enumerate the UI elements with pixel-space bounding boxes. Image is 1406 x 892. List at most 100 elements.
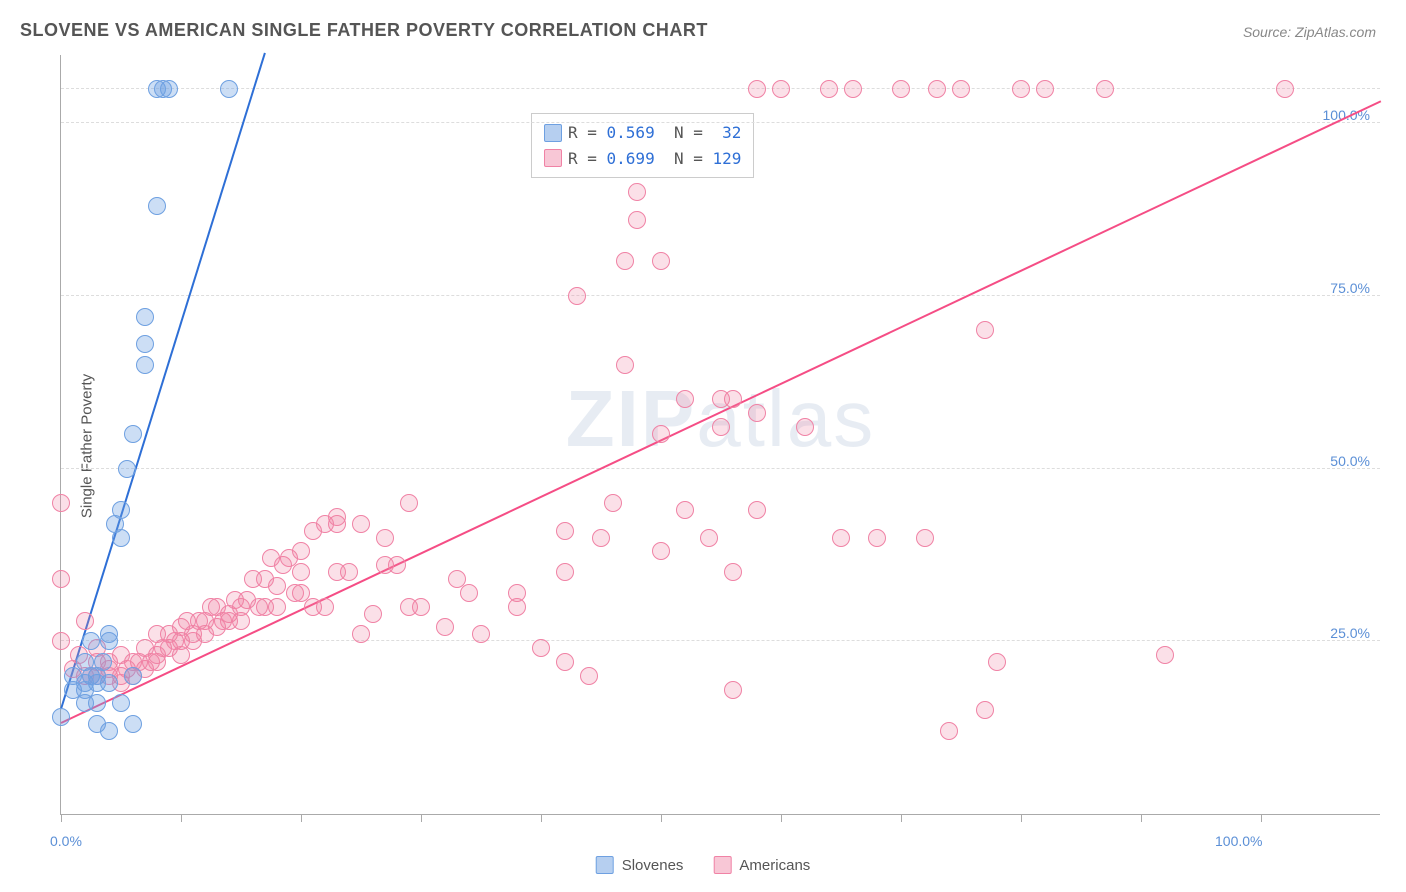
data-point bbox=[976, 701, 994, 719]
legend-item-slovenes: Slovenes bbox=[596, 856, 684, 874]
data-point bbox=[628, 183, 646, 201]
data-point bbox=[436, 618, 454, 636]
data-point bbox=[844, 80, 862, 98]
data-point bbox=[1096, 80, 1114, 98]
data-point bbox=[124, 425, 142, 443]
data-point bbox=[1012, 80, 1030, 98]
x-tick bbox=[61, 814, 62, 822]
swatch-blue-icon bbox=[544, 124, 562, 142]
data-point bbox=[376, 529, 394, 547]
x-tick bbox=[541, 814, 542, 822]
data-point bbox=[952, 80, 970, 98]
legend-text: R = 0.569 N = 32 bbox=[568, 120, 741, 146]
swatch-blue-icon bbox=[596, 856, 614, 874]
data-point bbox=[340, 563, 358, 581]
data-point bbox=[928, 80, 946, 98]
data-point bbox=[616, 252, 634, 270]
data-point bbox=[628, 211, 646, 229]
data-point bbox=[268, 577, 286, 595]
data-point bbox=[700, 529, 718, 547]
legend-row-slovenes: R = 0.569 N = 32 bbox=[544, 120, 741, 146]
r-value: 0.699 bbox=[607, 149, 655, 168]
gridline bbox=[61, 295, 1380, 296]
data-point bbox=[112, 694, 130, 712]
r-value: 0.569 bbox=[607, 123, 655, 142]
data-point bbox=[412, 598, 430, 616]
data-point bbox=[988, 653, 1006, 671]
swatch-pink-icon bbox=[544, 149, 562, 167]
data-point bbox=[748, 404, 766, 422]
data-point bbox=[892, 80, 910, 98]
x-tick bbox=[1021, 814, 1022, 822]
data-point bbox=[652, 252, 670, 270]
x-tick-label: 100.0% bbox=[1215, 833, 1262, 849]
x-tick bbox=[1261, 814, 1262, 822]
chart-title: SLOVENE VS AMERICAN SINGLE FATHER POVERT… bbox=[20, 20, 708, 41]
data-point bbox=[568, 287, 586, 305]
data-point bbox=[724, 681, 742, 699]
plot-area: ZIPatlas R = 0.569 N = 32 R = 0.699 N = … bbox=[60, 55, 1380, 815]
data-point bbox=[916, 529, 934, 547]
data-point bbox=[556, 522, 574, 540]
data-point bbox=[460, 584, 478, 602]
gridline bbox=[61, 122, 1380, 123]
x-tick-label: 0.0% bbox=[50, 833, 82, 849]
legend-row-americans: R = 0.699 N = 129 bbox=[544, 146, 741, 172]
data-point bbox=[328, 508, 346, 526]
data-point bbox=[724, 390, 742, 408]
data-point bbox=[352, 515, 370, 533]
data-point bbox=[724, 563, 742, 581]
data-point bbox=[268, 598, 286, 616]
data-point bbox=[124, 715, 142, 733]
data-point bbox=[388, 556, 406, 574]
x-tick bbox=[181, 814, 182, 822]
n-value: 129 bbox=[713, 149, 742, 168]
data-point bbox=[52, 570, 70, 588]
swatch-pink-icon bbox=[713, 856, 731, 874]
x-tick bbox=[301, 814, 302, 822]
x-tick bbox=[781, 814, 782, 822]
x-tick bbox=[1141, 814, 1142, 822]
data-point bbox=[88, 694, 106, 712]
data-point bbox=[100, 674, 118, 692]
y-tick-label: 25.0% bbox=[1330, 625, 1370, 641]
data-point bbox=[82, 632, 100, 650]
data-point bbox=[364, 605, 382, 623]
data-point bbox=[52, 708, 70, 726]
data-point bbox=[940, 722, 958, 740]
data-point bbox=[316, 598, 334, 616]
data-point bbox=[616, 356, 634, 374]
x-tick bbox=[661, 814, 662, 822]
x-tick bbox=[901, 814, 902, 822]
data-point bbox=[118, 460, 136, 478]
data-point bbox=[52, 494, 70, 512]
n-value: 32 bbox=[722, 123, 741, 142]
data-point bbox=[748, 501, 766, 519]
data-point bbox=[652, 542, 670, 560]
gridline bbox=[61, 468, 1380, 469]
data-point bbox=[124, 667, 142, 685]
y-tick-label: 75.0% bbox=[1330, 280, 1370, 296]
data-point bbox=[112, 501, 130, 519]
data-point bbox=[676, 390, 694, 408]
data-point bbox=[1156, 646, 1174, 664]
data-point bbox=[292, 563, 310, 581]
data-point bbox=[592, 529, 610, 547]
data-point bbox=[796, 418, 814, 436]
data-point bbox=[136, 308, 154, 326]
data-point bbox=[772, 80, 790, 98]
x-tick bbox=[421, 814, 422, 822]
data-point bbox=[136, 335, 154, 353]
data-point bbox=[580, 667, 598, 685]
chart-container: SLOVENE VS AMERICAN SINGLE FATHER POVERT… bbox=[0, 0, 1406, 892]
data-point bbox=[76, 612, 94, 630]
data-point bbox=[976, 321, 994, 339]
data-point bbox=[94, 653, 112, 671]
data-point bbox=[220, 80, 238, 98]
data-point bbox=[148, 197, 166, 215]
data-point bbox=[676, 501, 694, 519]
data-point bbox=[556, 563, 574, 581]
gridline bbox=[61, 88, 1380, 89]
data-point bbox=[352, 625, 370, 643]
data-point bbox=[1036, 80, 1054, 98]
